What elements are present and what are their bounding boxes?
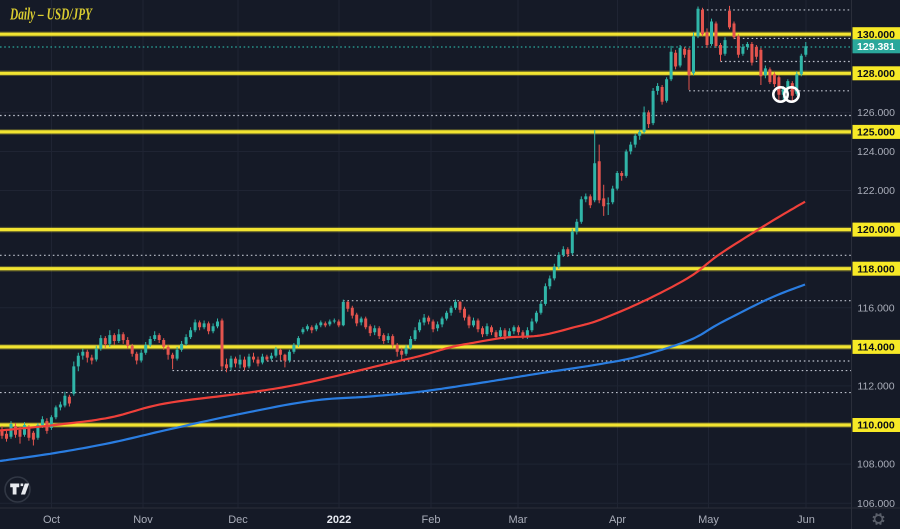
svg-text:Apr: Apr <box>609 514 626 526</box>
svg-text:Dec: Dec <box>228 514 248 526</box>
svg-text:118.000: 118.000 <box>857 263 895 275</box>
svg-text:126.000: 126.000 <box>857 107 895 119</box>
svg-text:128.000: 128.000 <box>857 68 895 80</box>
svg-text:Daily – USD/JPY: Daily – USD/JPY <box>9 5 93 24</box>
svg-text:Oct: Oct <box>43 514 60 526</box>
svg-text:122.000: 122.000 <box>857 185 895 197</box>
svg-text:125.000: 125.000 <box>857 127 895 139</box>
svg-text:Nov: Nov <box>133 514 153 526</box>
svg-text:110.000: 110.000 <box>857 420 895 432</box>
svg-text:114.000: 114.000 <box>857 342 895 354</box>
svg-text:106.000: 106.000 <box>857 498 895 510</box>
svg-text:2022: 2022 <box>327 514 351 526</box>
svg-text:112.000: 112.000 <box>857 381 894 393</box>
svg-text:Jun: Jun <box>797 514 815 526</box>
svg-text:Feb: Feb <box>422 514 441 526</box>
svg-text:124.000: 124.000 <box>857 146 895 158</box>
svg-text:116.000: 116.000 <box>857 302 894 314</box>
svg-text:May: May <box>698 514 719 526</box>
svg-text:Mar: Mar <box>509 514 528 526</box>
svg-text:130.000: 130.000 <box>857 29 895 41</box>
svg-text:120.000: 120.000 <box>857 224 895 236</box>
svg-text:108.000: 108.000 <box>857 459 895 471</box>
svg-text:129.381: 129.381 <box>857 41 895 53</box>
